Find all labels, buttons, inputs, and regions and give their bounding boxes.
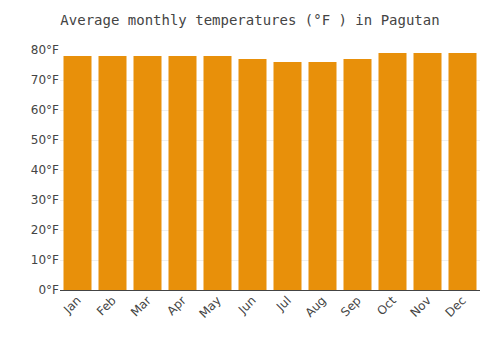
svg-text:Mar: Mar: [128, 293, 154, 319]
svg-text:20°F: 20°F: [31, 223, 59, 237]
svg-text:Nov: Nov: [407, 293, 433, 319]
svg-text:Jul: Jul: [273, 293, 294, 314]
svg-text:50°F: 50°F: [31, 133, 59, 147]
svg-text:70°F: 70°F: [31, 73, 59, 87]
svg-text:0°F: 0°F: [38, 283, 59, 297]
svg-text:Jun: Jun: [235, 293, 259, 317]
svg-text:Jan: Jan: [60, 293, 84, 317]
svg-text:30°F: 30°F: [31, 193, 59, 207]
svg-text:Average monthly temperatures (: Average monthly temperatures (°F ) in Pa…: [60, 12, 439, 28]
svg-text:Dec: Dec: [443, 293, 469, 319]
svg-text:May: May: [196, 293, 223, 320]
svg-text:40°F: 40°F: [31, 163, 59, 177]
svg-text:Oct: Oct: [374, 293, 399, 318]
svg-text:Feb: Feb: [94, 293, 119, 318]
svg-text:Aug: Aug: [302, 293, 328, 319]
svg-text:Sep: Sep: [338, 293, 364, 319]
svg-text:Apr: Apr: [164, 293, 189, 318]
svg-text:60°F: 60°F: [31, 103, 59, 117]
svg-text:10°F: 10°F: [31, 253, 59, 267]
svg-text:80°F: 80°F: [31, 43, 59, 57]
